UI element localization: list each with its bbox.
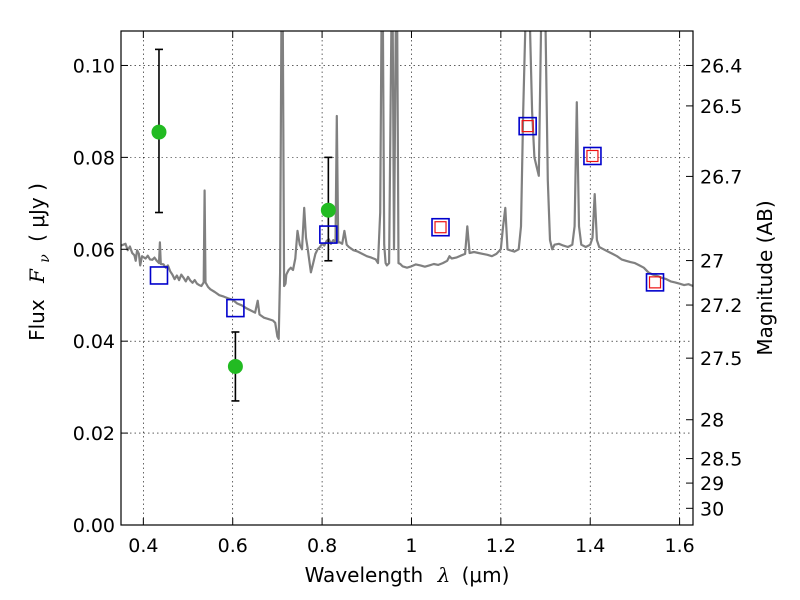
x-axis-label-text: Wavelength xyxy=(305,563,424,587)
tick-labels: 0.4 0.6 0.8 1 1.2 1.4 1.6 0.00 0.02 0.04 0.06 0.08 0… xyxy=(73,55,743,557)
mag-tick-label: 27.2 xyxy=(700,295,742,317)
mag-tick-label: 26.4 xyxy=(700,55,742,77)
x-tick-label: 1.4 xyxy=(575,535,605,557)
y-tick-label: 0.08 xyxy=(73,147,115,169)
observed-point xyxy=(227,358,243,374)
mag-tick-label: 28.5 xyxy=(700,449,742,471)
model-square xyxy=(226,298,245,318)
model-square xyxy=(583,146,602,166)
observed-points xyxy=(151,124,336,374)
spectrum-layer xyxy=(121,31,693,340)
plot-frame xyxy=(120,30,694,526)
mag-tick-label: 27.5 xyxy=(700,348,742,370)
mag-tick-label: 26.5 xyxy=(700,96,742,118)
x-tick-label: 1 xyxy=(405,535,417,557)
mag-tick-label: 30 xyxy=(700,498,724,520)
x-tick-label: 0.4 xyxy=(128,535,158,557)
model-square xyxy=(518,116,537,136)
y-tick-label: 0.00 xyxy=(73,515,115,537)
x-axis-label: Wavelength λ (μm) xyxy=(305,563,510,587)
model-inner-square xyxy=(648,276,662,289)
x-tick-label: 0.6 xyxy=(218,535,248,557)
grid-lines xyxy=(121,31,693,525)
model-square xyxy=(319,225,338,244)
model-points xyxy=(149,116,665,318)
model-inner-square xyxy=(521,120,534,133)
y2-axis-label: Magnitude (AB) xyxy=(753,200,777,355)
x-axis-symbol: λ xyxy=(437,563,451,587)
x-axis-unit: (μm) xyxy=(462,563,510,587)
y-axis-label-text: Flux xyxy=(25,299,49,341)
model-inner-square xyxy=(434,221,447,234)
y-axis-unit: ( μJy ) xyxy=(25,183,49,242)
y-axis-subscript: ν xyxy=(37,254,53,263)
model-square xyxy=(149,266,169,285)
y-axis-label: Flux F ν ( μJy ) xyxy=(25,183,54,341)
model-square xyxy=(431,217,450,237)
y-tick-label: 0.06 xyxy=(73,239,115,261)
x-tick-label: 0.8 xyxy=(307,535,337,557)
mag-tick-label: 26.7 xyxy=(700,166,742,188)
axis-ticks xyxy=(121,31,693,526)
x-tick-label: 1.2 xyxy=(486,535,516,557)
mag-tick-label: 27 xyxy=(700,251,724,273)
mag-tick-label: 28 xyxy=(700,410,724,432)
x-tick-label: 1.6 xyxy=(664,535,694,557)
spectrum-line xyxy=(121,31,693,340)
y-tick-label: 0.02 xyxy=(73,423,115,445)
observed-point xyxy=(151,124,167,140)
model-square xyxy=(645,273,665,292)
y-tick-label: 0.04 xyxy=(73,331,115,353)
y-tick-label: 0.10 xyxy=(73,55,115,77)
mag-tick-label: 29 xyxy=(700,473,724,495)
observed-point xyxy=(320,202,336,218)
y-axis-symbol: F xyxy=(25,268,49,284)
model-inner-square xyxy=(586,149,599,163)
